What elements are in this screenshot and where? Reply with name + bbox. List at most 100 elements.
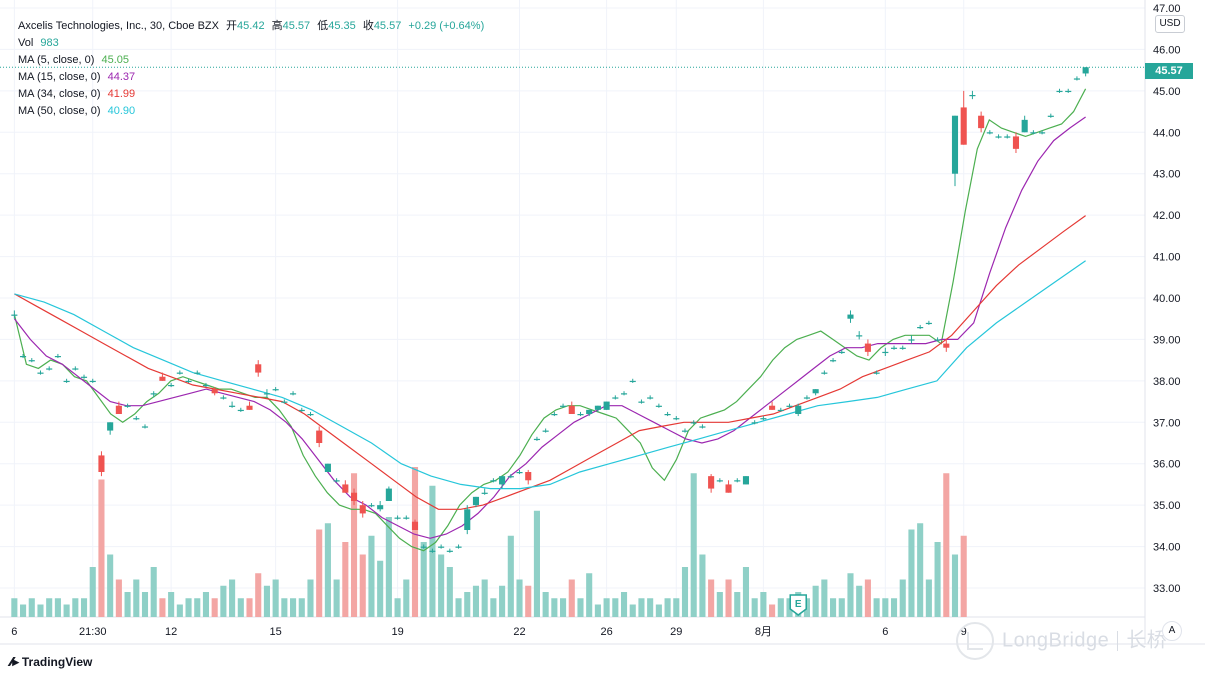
- candle-body: [856, 335, 863, 337]
- volume-bar: [307, 579, 314, 617]
- candle-body: [438, 546, 445, 548]
- y-tick-label: 38.00: [1153, 376, 1181, 388]
- volume-bar: [856, 585, 863, 617]
- candle-body: [620, 393, 628, 395]
- volume-bar: [46, 598, 53, 617]
- tradingview-logo[interactable]: ⁄⁄▸ TradingView: [10, 654, 92, 670]
- x-tick-label: 26: [600, 626, 612, 638]
- volume-bar: [551, 598, 558, 617]
- volume-bar: [725, 579, 732, 617]
- candle-body: [385, 488, 392, 501]
- candle-body: [1039, 132, 1046, 134]
- auto-scale-button[interactable]: A: [1162, 621, 1182, 641]
- volume-bar: [708, 579, 715, 617]
- y-tick-label: 41.00: [1153, 252, 1181, 264]
- volume-bar: [159, 598, 166, 617]
- volume-bar: [647, 598, 654, 617]
- candle-body: [359, 505, 366, 514]
- x-tick-label: 15: [270, 626, 282, 638]
- legend-ma50[interactable]: MA (50, close, 0) 40.90: [18, 103, 484, 120]
- volume-bar: [446, 567, 453, 617]
- candle-body: [324, 463, 331, 472]
- candle-body: [847, 314, 854, 319]
- candle-body: [89, 380, 96, 383]
- watermark-cn-text: 长桥: [1126, 629, 1168, 652]
- legend-ma15[interactable]: MA (15, close, 0) 44.37: [18, 69, 484, 86]
- candle-body: [290, 393, 297, 395]
- volume-bar: [908, 529, 915, 617]
- volume-bar: [673, 598, 680, 617]
- candle-body: [229, 405, 236, 407]
- ma34-label: MA (34, close, 0): [18, 88, 101, 100]
- volume-bar: [664, 598, 671, 617]
- volume-bar: [220, 585, 227, 617]
- volume-bar: [324, 523, 331, 617]
- candle-body: [411, 521, 419, 530]
- currency-label[interactable]: USD: [1155, 15, 1185, 33]
- volume-bar: [734, 592, 741, 617]
- volume-bar: [133, 579, 140, 617]
- candle-body: [664, 414, 671, 416]
- candle-body: [638, 401, 645, 403]
- x-tick-label: 6: [11, 626, 17, 638]
- volume-bar: [168, 592, 175, 617]
- volume-bar: [760, 592, 767, 617]
- volume-bar: [237, 598, 244, 617]
- candle-body: [211, 389, 218, 394]
- high-value: 45.57: [282, 20, 311, 32]
- volume-bar: [98, 479, 105, 617]
- earnings-marker: E: [789, 594, 807, 616]
- volume-bar: [934, 542, 941, 617]
- candle-body: [368, 505, 375, 507]
- symbol-title[interactable]: Axcelis Technologies, Inc., 30, Cboe BZX: [18, 20, 219, 32]
- volume-bar: [769, 604, 776, 617]
- x-tick-label: 6: [882, 626, 888, 638]
- y-tick-label: 37.00: [1153, 417, 1181, 429]
- volume-bar: [368, 535, 375, 617]
- y-tick-label: 35.00: [1153, 500, 1181, 512]
- candle-body: [934, 339, 941, 341]
- volume-bar: [28, 598, 35, 617]
- y-tick-label: 42.00: [1153, 210, 1181, 222]
- candle-body: [1065, 90, 1072, 93]
- volume-bar: [272, 579, 279, 617]
- candle-body: [586, 409, 593, 414]
- x-tick-label: 22: [513, 626, 525, 638]
- volume-bar: [586, 573, 593, 617]
- ma-line-3: [14, 215, 1086, 510]
- legend-vol[interactable]: Vol 983: [18, 35, 484, 52]
- legend-ma34[interactable]: MA (34, close, 0) 41.99: [18, 86, 484, 103]
- volume-bar: [246, 598, 253, 617]
- candle-body: [917, 327, 924, 329]
- candle-body: [481, 492, 488, 494]
- candle-body: [551, 414, 558, 416]
- volume-bar: [838, 598, 845, 617]
- candle-body: [925, 322, 932, 325]
- earnings-label: E: [795, 599, 802, 610]
- candle-body: [1021, 119, 1028, 133]
- candle-body: [1047, 115, 1054, 117]
- legend-ma5[interactable]: MA (5, close, 0) 45.05: [18, 52, 484, 69]
- volume-bar: [411, 467, 419, 617]
- ma5-value: 45.05: [101, 54, 130, 66]
- candle-body: [830, 360, 837, 362]
- volume-bar: [290, 598, 297, 617]
- volume-bar: [185, 598, 192, 617]
- candle-body: [124, 405, 131, 407]
- volume-bar: [263, 585, 270, 617]
- brand-text: TradingView: [21, 655, 93, 669]
- volume-bar: [281, 598, 288, 617]
- volume-bar: [638, 598, 645, 617]
- candle-body: [821, 372, 828, 374]
- candle-body: [150, 393, 157, 395]
- candle-body: [786, 405, 793, 407]
- volume-bar: [80, 598, 88, 617]
- volume-bar: [490, 598, 497, 617]
- candle-body: [525, 472, 532, 481]
- vol-label: Vol: [18, 37, 34, 49]
- low-value: 45.35: [328, 20, 356, 32]
- volume-bar: [873, 598, 880, 617]
- close-value: 45.57: [373, 20, 402, 32]
